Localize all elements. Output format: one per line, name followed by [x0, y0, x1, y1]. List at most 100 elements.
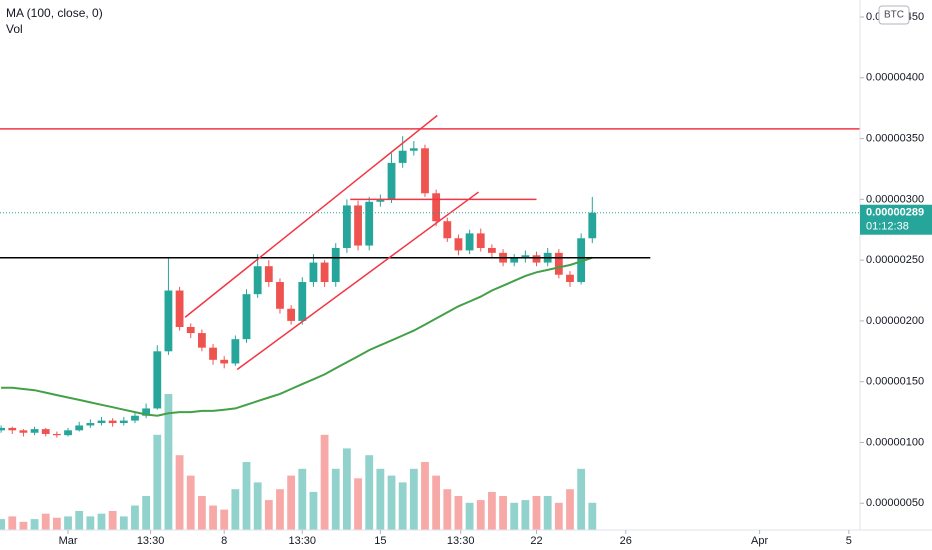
axes-layer: 0.00000050 0.00000100 0.00000150 0.00000200…	[59, 11, 932, 547]
legend-ma: MA (100, close, 0)	[6, 6, 103, 20]
candle-body	[97, 420, 106, 424]
price-label: 0.00000289	[866, 207, 924, 219]
trend-line	[184, 114, 438, 318]
volume-bar	[164, 394, 173, 530]
plot-layer	[0, 114, 860, 438]
candle-body	[119, 420, 128, 424]
volume-bar	[197, 496, 206, 530]
candle-body	[131, 415, 139, 421]
volume-layer	[0, 394, 597, 530]
candle-body	[554, 252, 563, 275]
volume-bar	[41, 513, 50, 530]
volume-bar	[175, 455, 184, 530]
volume-bar	[242, 462, 251, 530]
candle-body	[108, 420, 117, 424]
volume-bar	[554, 502, 563, 530]
candle-body	[197, 333, 206, 348]
volume-bar	[253, 482, 262, 530]
trend-line	[236, 191, 479, 371]
candle-body	[220, 359, 229, 364]
x-tick-label: 22	[530, 535, 542, 547]
volume-bar	[287, 475, 296, 530]
volume-bar	[342, 448, 351, 530]
candle-body	[476, 233, 485, 248]
candle-body	[264, 266, 273, 283]
legend-vol: Vol	[6, 22, 23, 36]
x-tick-label: 13:30	[447, 535, 475, 547]
volume-bar	[0, 519, 6, 530]
candle-body	[52, 433, 61, 436]
candle-body	[421, 148, 429, 194]
candle-body	[175, 290, 184, 327]
candle-body	[532, 255, 541, 263]
candle-body	[153, 351, 162, 409]
volume-bar	[331, 468, 340, 530]
candle-body	[186, 326, 195, 334]
volume-bar	[532, 496, 541, 530]
y-tick-label: 0.00000050	[866, 497, 924, 509]
volume-bar	[153, 434, 162, 530]
candle-body	[253, 266, 262, 295]
candle-body	[409, 148, 418, 151]
volume-bar	[142, 496, 151, 530]
candle-body	[331, 247, 340, 283]
volume-bar	[376, 468, 385, 530]
candle-body	[488, 247, 496, 253]
volume-bar	[320, 434, 329, 530]
candle-body	[164, 290, 173, 352]
volume-bar	[220, 509, 229, 530]
candle-body	[588, 212, 597, 239]
currency-label: BTC	[884, 10, 904, 21]
candle-body	[19, 430, 28, 433]
x-tick-label: 13:30	[289, 535, 317, 547]
volume-bar	[432, 475, 441, 530]
volume-bar	[421, 462, 429, 530]
y-tick-label: 0.00000200	[866, 315, 924, 327]
volume-bar	[443, 489, 452, 530]
y-tick-label: 0.00000100	[866, 436, 924, 448]
candle-body	[577, 238, 586, 283]
countdown-label: 01:12:38	[866, 221, 909, 233]
volume-bar	[64, 516, 72, 530]
candle-body	[75, 425, 84, 431]
candle-body	[142, 408, 151, 416]
candle-body	[30, 429, 39, 433]
volume-bar	[97, 513, 106, 530]
y-tick-label: 0.00000400	[866, 72, 924, 84]
candle-body	[365, 201, 374, 246]
volume-bar	[309, 491, 318, 530]
candle-body	[387, 162, 396, 200]
candle-body	[276, 282, 284, 309]
candle-body	[86, 423, 95, 426]
candle-body	[64, 430, 72, 436]
candle-body	[298, 282, 307, 321]
x-tick-label: 13:30	[137, 535, 165, 547]
x-tick-label: Mar	[59, 535, 78, 547]
volume-bar	[566, 489, 574, 530]
candle-body	[309, 262, 318, 283]
x-tick-label: 26	[620, 535, 632, 547]
volume-bar	[543, 496, 552, 530]
volume-bar	[298, 468, 307, 530]
volume-bar	[276, 489, 284, 530]
currency-badge[interactable]	[878, 5, 910, 25]
volume-bar	[119, 516, 128, 530]
volume-bar	[131, 505, 139, 530]
volume-bar	[465, 502, 474, 530]
volume-bar	[577, 468, 586, 530]
candle-body	[465, 233, 474, 251]
volume-bar	[52, 517, 61, 530]
candle-body	[242, 294, 251, 340]
candle-body	[41, 429, 50, 434]
candle-body	[231, 339, 240, 364]
y-tick-label: 0.00000350	[866, 132, 924, 144]
candle-body	[8, 427, 17, 431]
volume-bar	[409, 468, 418, 530]
candle-body	[354, 205, 362, 246]
volume-bar	[488, 491, 496, 530]
y-tick-label: 0.00000150	[866, 376, 924, 388]
y-tick-label: 0.00000250	[866, 254, 924, 266]
volume-bar	[354, 478, 362, 530]
volume-bar	[387, 475, 396, 530]
